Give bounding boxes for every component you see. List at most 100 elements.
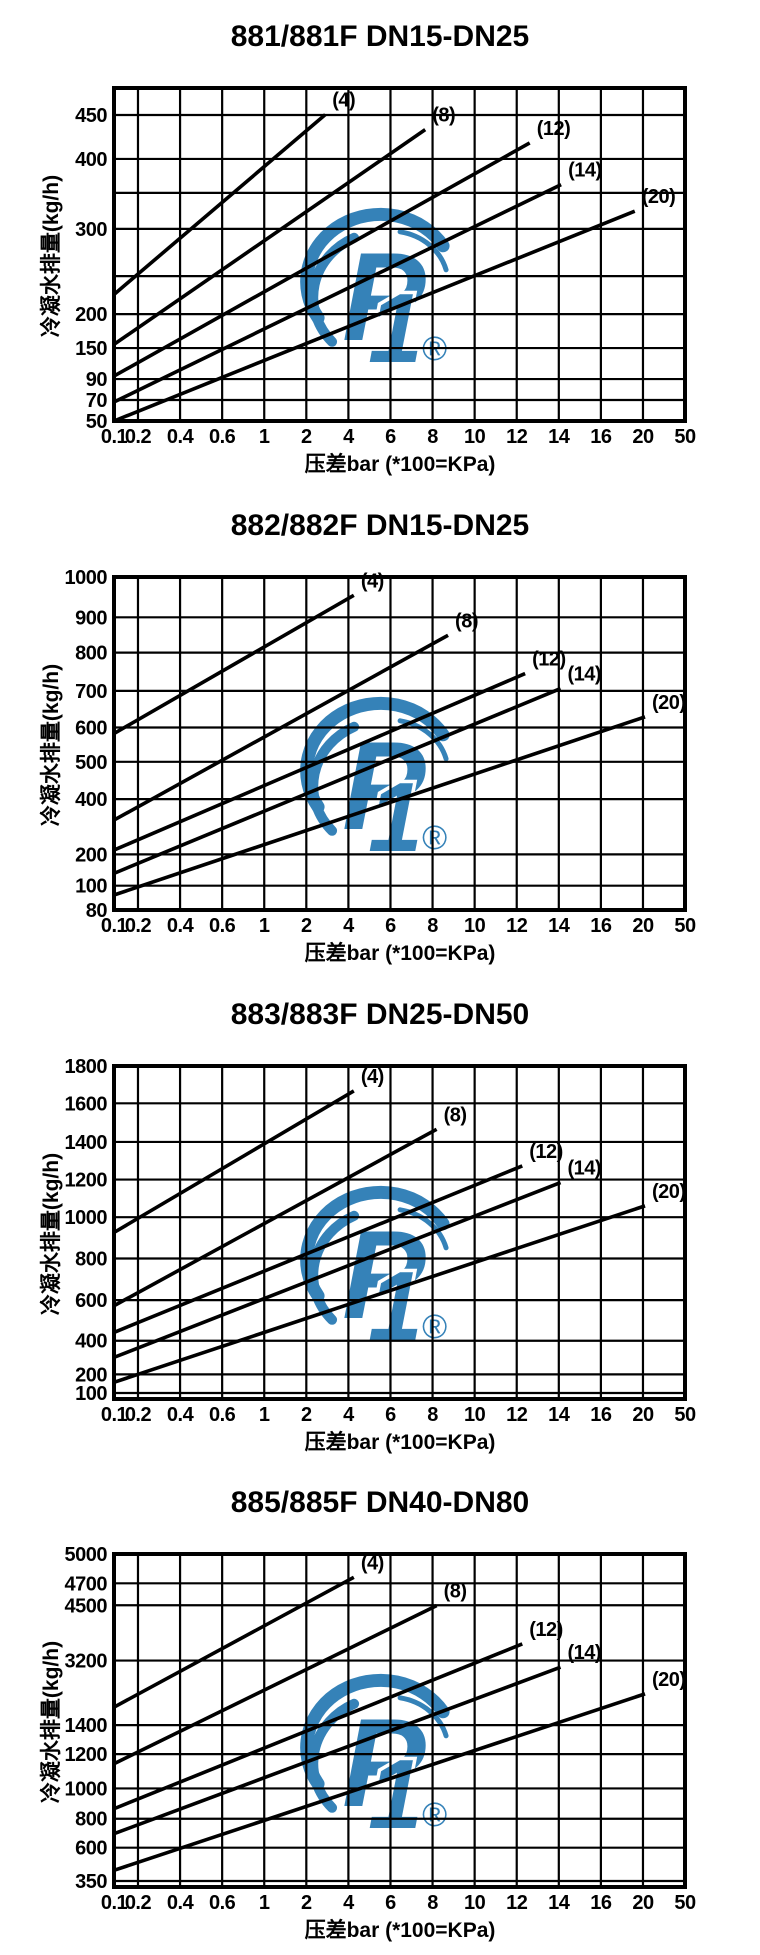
y-tick-label: 600 [75,1290,107,1312]
curve-label: (8) [444,1581,467,1603]
logo-numeral-one: 1 [368,1739,423,1849]
plot-border [112,1552,687,1890]
y-tick-label: 300 [75,219,107,241]
y-tick-label: 70 [86,390,108,412]
plot-border [112,574,687,912]
curve-label: (20) [652,1180,686,1202]
x-tick-label: 8 [427,1404,438,1426]
logo-swoosh-thin-icon [397,1695,449,1739]
curve-line [113,1642,523,1811]
x-tick-label: 0.4 [167,1404,195,1426]
y-axis-title: 冷凝水排量(kg/h) [40,1641,63,1804]
y-tick-label: 1200 [65,1744,108,1766]
y-tick-label: 1200 [65,1169,108,1191]
y-tick-label: 1800 [65,1056,108,1078]
x-tick-label: 1 [259,1892,270,1914]
curve-label: (4) [361,1553,384,1575]
curve-line [113,1163,523,1334]
x-axis-title: 压差bar (*100=KPa) [304,941,496,965]
logo-swoosh-left-icon [308,1210,360,1325]
chart-title: 882/882F DN15-DN25 [230,508,530,542]
chart-block-1: 881/881F DN15-DN25 P 1 ® (4) (8) (12) (14) (20)… [0,0,760,489]
logo-numeral-one: 1 [368,1250,423,1360]
curve-line [113,1575,355,1710]
logo-swoosh-left-icon [308,232,360,347]
x-tick-label: 16 [590,1892,612,1914]
curve-line [113,593,355,735]
x-tick-label: 12 [506,426,528,448]
x-tick-label: 2 [301,1404,312,1426]
x-tick-label: 12 [506,1404,528,1426]
x-axis-title: 压差bar (*100=KPa) [304,1430,496,1454]
chart-block-4: 885/885F DN40-DN80 P 1 ® (4) (8) (12) (14) (20)… [0,1466,760,1955]
y-tick-label: 600 [75,717,107,739]
y-axis-title: 冷凝水排量(kg/h) [40,1152,63,1315]
curve-label: (8) [432,105,455,127]
curve-label: (8) [444,1104,467,1126]
y-tick-label: 90 [86,369,108,391]
x-tick-label: 10 [464,1892,486,1914]
curve-label: (14) [568,663,602,685]
logo-swoosh-thin-icon [397,229,449,273]
logo-letter-p: P [342,1205,426,1344]
curve-line [113,182,562,404]
curve-label: (14) [568,1642,602,1664]
x-tick-label: 0.4 [167,426,195,448]
curve-line [113,686,562,875]
plot-svg: P1 ®(4)(8)(12)(14)(20)1000900800700600500… [65,567,697,937]
x-tick-label: 4 [343,1404,355,1426]
curve-line [112,128,427,346]
chart-block-2: 882/882F DN15-DN25 P 1 ® (4) (8) (12) (14) (20)… [0,488,760,978]
y-tick-label: 200 [75,1364,107,1386]
y-tick-label: 450 [75,105,107,127]
x-tick-label: 6 [385,1404,396,1426]
x-tick-label: 14 [548,1892,571,1914]
curve-label: (12) [537,118,571,140]
y-tick-label: 700 [75,681,107,703]
y-tick-label: 200 [75,844,107,866]
x-tick-label: 2 [301,1892,312,1914]
chart-block-3: 883/883F DN25-DN50 P 1 ® (4) (8) (12) (14) (20)… [0,977,760,1467]
curve-line [113,209,636,423]
logo-numeral-one: 1 [368,273,423,383]
y-tick-label: 500 [75,752,107,774]
watermark-logo: P1 ® [300,1674,450,1853]
curve-label: (4) [332,90,355,112]
y-tick-label: 1600 [65,1093,108,1115]
y-tick-label: 800 [75,642,107,664]
curve-line [113,1127,438,1307]
curve-label: (20) [652,1669,686,1691]
x-tick-label: 6 [385,1892,396,1914]
y-tick-label: 900 [75,607,107,629]
logo-swoosh-left-icon [308,721,360,836]
y-tick-label: 800 [75,1809,107,1831]
watermark-logo: P1 ® [300,696,450,875]
x-tick-label: 10 [464,426,486,448]
x-tick-label: 8 [427,915,438,937]
logo-letter-p: P [342,228,426,367]
y-tick-label: 4500 [65,1596,108,1618]
plot-svg: P1 ®(4)(8)(12)(14)(20)1800160014001200100… [65,1056,697,1426]
y-tick-label: 1400 [65,1131,108,1153]
x-tick-label: 0.2 [125,426,152,448]
x-axis-title: 压差bar (*100=KPa) [304,453,496,476]
logo-swoosh-thin-icon [397,718,449,762]
curve-label: (20) [642,186,676,208]
curve-line [113,1665,562,1836]
x-tick-label: 2 [301,915,312,937]
x-tick-label: 1 [259,426,270,448]
x-tick-label: 12 [506,915,528,937]
x-tick-label: 16 [590,426,612,448]
plot-border [112,86,687,423]
curve-label: (12) [532,648,566,670]
x-tick-label: 1 [259,1404,270,1426]
chart-title: 881/881F DN15-DN25 [230,20,530,53]
x-tick-label: 4 [343,915,355,937]
logo-swoosh-left-icon [308,1699,360,1814]
curve-line [113,141,531,378]
x-tick-label: 16 [590,1404,612,1426]
curve-line [113,671,526,852]
y-tick-label: 100 [75,875,107,897]
chart-title: 885/885F DN40-DN80 [230,1486,530,1520]
